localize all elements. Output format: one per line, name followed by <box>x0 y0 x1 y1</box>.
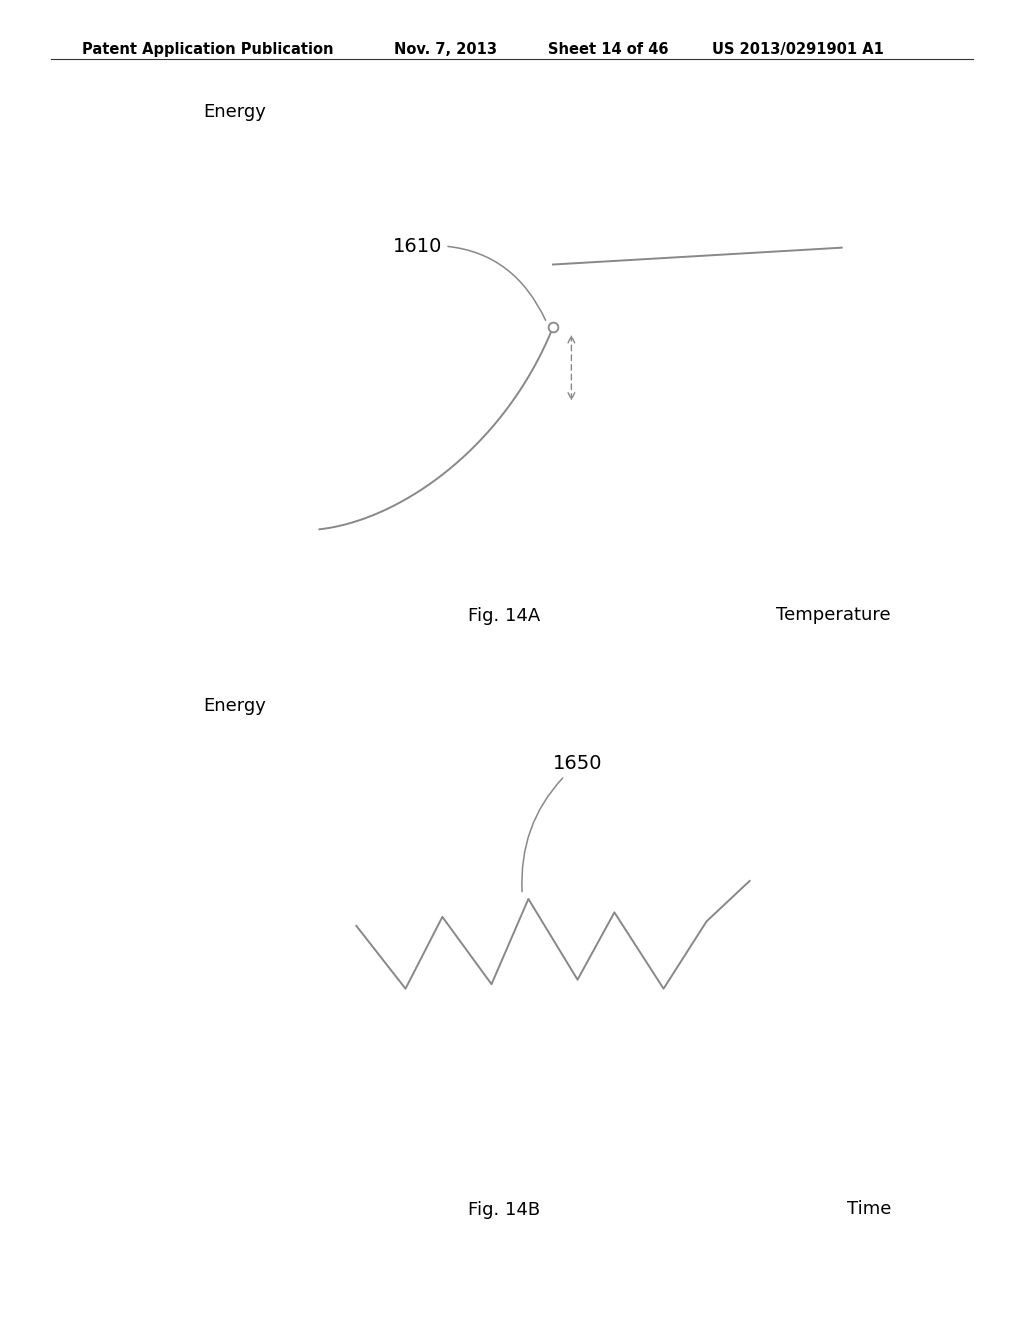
Text: 1650: 1650 <box>522 754 602 891</box>
Text: Energy: Energy <box>203 103 265 121</box>
Text: Patent Application Publication: Patent Application Publication <box>82 42 334 57</box>
Text: Fig. 14A: Fig. 14A <box>468 607 540 626</box>
Text: Nov. 7, 2013: Nov. 7, 2013 <box>394 42 498 57</box>
Text: Temperature: Temperature <box>776 606 891 623</box>
Text: Energy: Energy <box>203 697 265 715</box>
Text: 1610: 1610 <box>393 236 546 321</box>
Text: US 2013/0291901 A1: US 2013/0291901 A1 <box>712 42 884 57</box>
Text: Time: Time <box>847 1200 891 1217</box>
Text: Fig. 14B: Fig. 14B <box>468 1201 540 1220</box>
Text: Sheet 14 of 46: Sheet 14 of 46 <box>548 42 669 57</box>
